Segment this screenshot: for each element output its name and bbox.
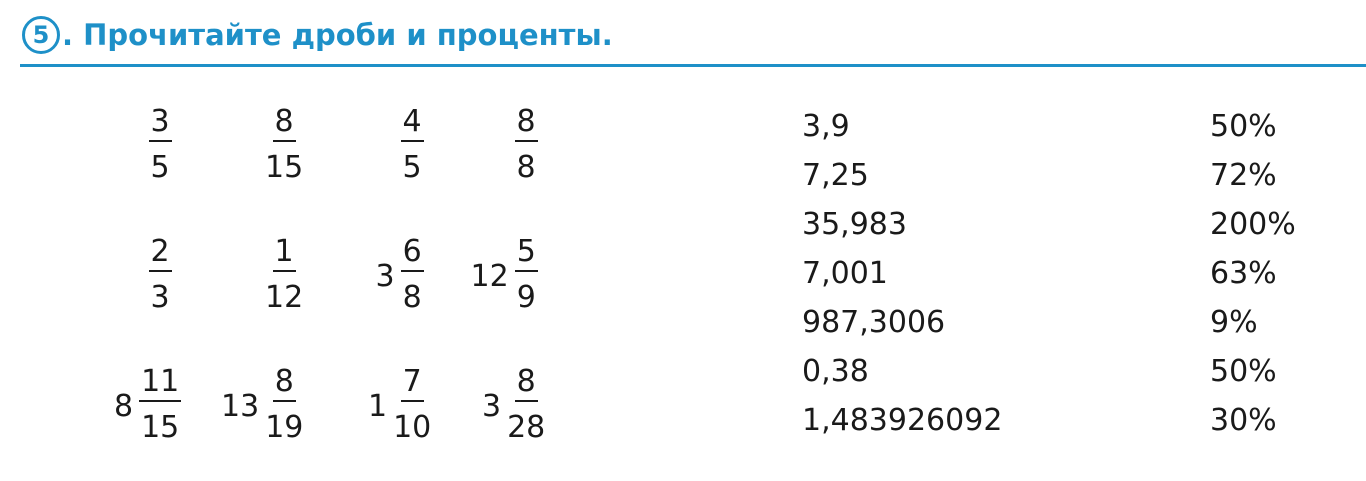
fraction-denominator: 12 [265, 280, 304, 315]
fraction-whole: 12 [470, 258, 509, 294]
decimals-list: 3,9 7,25 35,983 7,001 987,3006 0,38 1,48392609… [802, 102, 1002, 445]
percent-value: 50% [1210, 354, 1277, 389]
fraction-item: 3 8 28 [482, 364, 545, 448]
fraction-numerator: 11 [139, 364, 182, 402]
fraction-denominator: 19 [265, 410, 304, 445]
fraction-stack: 8 28 [507, 364, 545, 448]
fraction-denominator: 15 [265, 150, 304, 185]
fraction-denominator: 5 [402, 150, 422, 185]
fraction-item: 1 12 [265, 234, 303, 318]
fraction-whole: 8 [114, 388, 134, 424]
decimal-value: 3,9 [802, 109, 850, 144]
decimal-value: 1,483926092 [802, 403, 1003, 438]
fraction-numerator: 8 [272, 104, 296, 142]
fraction-numerator: 8 [272, 364, 296, 402]
percent-value: 72% [1210, 158, 1277, 193]
decimal-value: 35,983 [802, 207, 907, 242]
fraction-denominator: 8 [516, 150, 536, 185]
percent-value: 30% [1210, 403, 1277, 438]
fraction-stack: 1 12 [265, 234, 303, 318]
fraction-item: 8 11 15 [114, 364, 182, 448]
fraction-item: 13 8 19 [221, 364, 303, 448]
percent-value: 200% [1210, 207, 1296, 242]
fraction-item: 12 5 9 [471, 234, 538, 318]
decimal-value: 7,001 [802, 256, 888, 291]
decimal-value: 0,38 [802, 354, 869, 389]
fraction-denominator: 3 [150, 280, 170, 315]
fraction-numerator: 3 [148, 104, 172, 142]
percent-value: 63% [1210, 256, 1277, 291]
fraction-numerator: 8 [514, 364, 538, 402]
fraction-numerator: 4 [400, 104, 424, 142]
fraction-numerator: 1 [272, 234, 296, 272]
percent-value: 50% [1210, 109, 1277, 144]
decimal-value: 7,25 [802, 158, 869, 193]
fraction-denominator: 5 [150, 150, 170, 185]
fraction-stack: 8 15 [265, 104, 303, 188]
fraction-stack: 11 15 [139, 364, 182, 448]
fraction-denominator: 9 [516, 280, 536, 315]
fraction-numerator: 6 [400, 234, 424, 272]
fraction-whole: 1 [368, 388, 388, 424]
fraction-denominator: 15 [141, 410, 180, 445]
fraction-item: 8 15 [265, 104, 303, 188]
header-divider [20, 64, 1366, 67]
fraction-numerator: 7 [400, 364, 424, 402]
fraction-stack: 8 19 [265, 364, 303, 448]
exercise-header: 5 . Прочитайте дроби и проценты. [22, 10, 613, 60]
percent-value: 9% [1210, 305, 1258, 340]
fraction-item: 1 7 10 [368, 364, 431, 448]
exercise-title: . Прочитайте дроби и проценты. [62, 18, 613, 52]
decimal-value: 987,3006 [802, 305, 946, 340]
percents-list: 50% 72% 200% 63% 9% 50% 30% [1210, 102, 1296, 445]
fraction-numerator: 5 [514, 234, 538, 272]
fraction-numerator: 2 [148, 234, 172, 272]
fraction-whole: 3 [375, 258, 395, 294]
fraction-numerator: 8 [514, 104, 538, 142]
fraction-whole: 3 [482, 388, 502, 424]
exercise-number-badge: 5 [22, 16, 60, 54]
fraction-denominator: 8 [402, 280, 422, 315]
fraction-denominator: 10 [393, 410, 432, 445]
fraction-whole: 13 [221, 388, 260, 424]
fraction-denominator: 28 [507, 410, 546, 445]
fraction-stack: 7 10 [393, 364, 431, 448]
